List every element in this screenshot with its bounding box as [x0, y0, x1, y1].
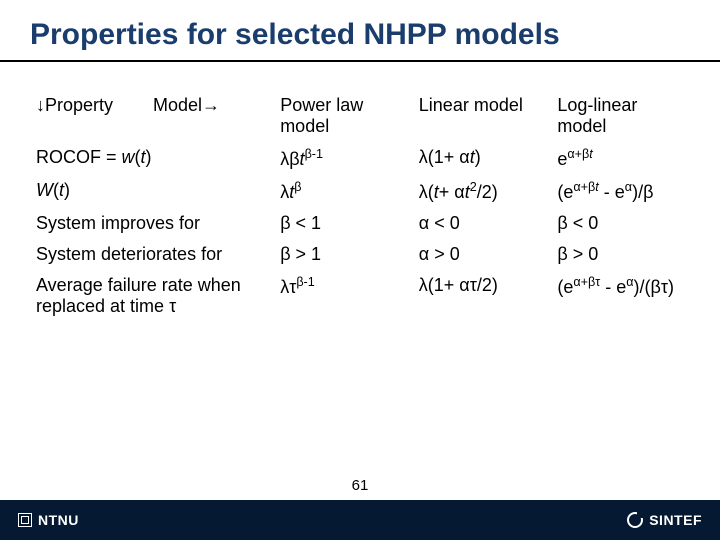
cell-property: W(t) — [30, 175, 274, 208]
table-row: ROCOF = w(t)λβtβ-1λ(1+ αt)eα+βt — [30, 142, 690, 175]
footer-left-logo: NTNU — [18, 512, 79, 528]
cell-loglinear: eα+βt — [551, 142, 690, 175]
footer-right-logo: SINTEF — [627, 512, 702, 528]
cell-property: System improves for — [30, 208, 274, 239]
footer-bar: NTNU SINTEF — [0, 500, 720, 540]
page-number: 61 — [0, 477, 720, 494]
cell-linear: λ(1+ αt) — [413, 142, 552, 175]
cell-powerlaw: λτβ-1 — [274, 270, 413, 322]
slide-title: Properties for selected NHPP models — [0, 0, 720, 62]
table-header-row: ↓Property Model→ Power law model Linear … — [30, 90, 690, 142]
cell-loglinear: (eα+βτ - eα)/(βτ) — [551, 270, 690, 322]
ntnu-text: NTNU — [38, 512, 79, 528]
cell-property: ROCOF = w(t) — [30, 142, 274, 175]
cell-powerlaw: β < 1 — [274, 208, 413, 239]
cell-linear: α < 0 — [413, 208, 552, 239]
header-property: ↓Property Model→ — [30, 90, 274, 142]
cell-property: System deteriorates for — [30, 239, 274, 270]
sintef-icon — [627, 512, 643, 528]
cell-linear: α > 0 — [413, 239, 552, 270]
properties-table: ↓Property Model→ Power law model Linear … — [30, 90, 690, 322]
ntnu-icon — [18, 513, 32, 527]
cell-linear: λ(t+ αt2/2) — [413, 175, 552, 208]
table-row: System deteriorates forβ > 1α > 0β > 0 — [30, 239, 690, 270]
cell-loglinear: β < 0 — [551, 208, 690, 239]
cell-powerlaw: λtβ — [274, 175, 413, 208]
table-body: ROCOF = w(t)λβtβ-1λ(1+ αt)eα+βtW(t)λtβλ(… — [30, 142, 690, 322]
cell-powerlaw: λβtβ-1 — [274, 142, 413, 175]
header-powerlaw: Power law model — [274, 90, 413, 142]
cell-property: Average failure rate when replaced at ti… — [30, 270, 274, 322]
cell-powerlaw: β > 1 — [274, 239, 413, 270]
table-row: Average failure rate when replaced at ti… — [30, 270, 690, 322]
cell-loglinear: β > 0 — [551, 239, 690, 270]
header-loglinear: Log-linear model — [551, 90, 690, 142]
content-area: ↓Property Model→ Power law model Linear … — [0, 62, 720, 540]
sintef-text: SINTEF — [649, 512, 702, 528]
cell-linear: λ(1+ ατ/2) — [413, 270, 552, 322]
header-linear: Linear model — [413, 90, 552, 142]
table-row: W(t)λtβλ(t+ αt2/2)(eα+βt - eα)/β — [30, 175, 690, 208]
cell-loglinear: (eα+βt - eα)/β — [551, 175, 690, 208]
table-row: System improves forβ < 1α < 0β < 0 — [30, 208, 690, 239]
